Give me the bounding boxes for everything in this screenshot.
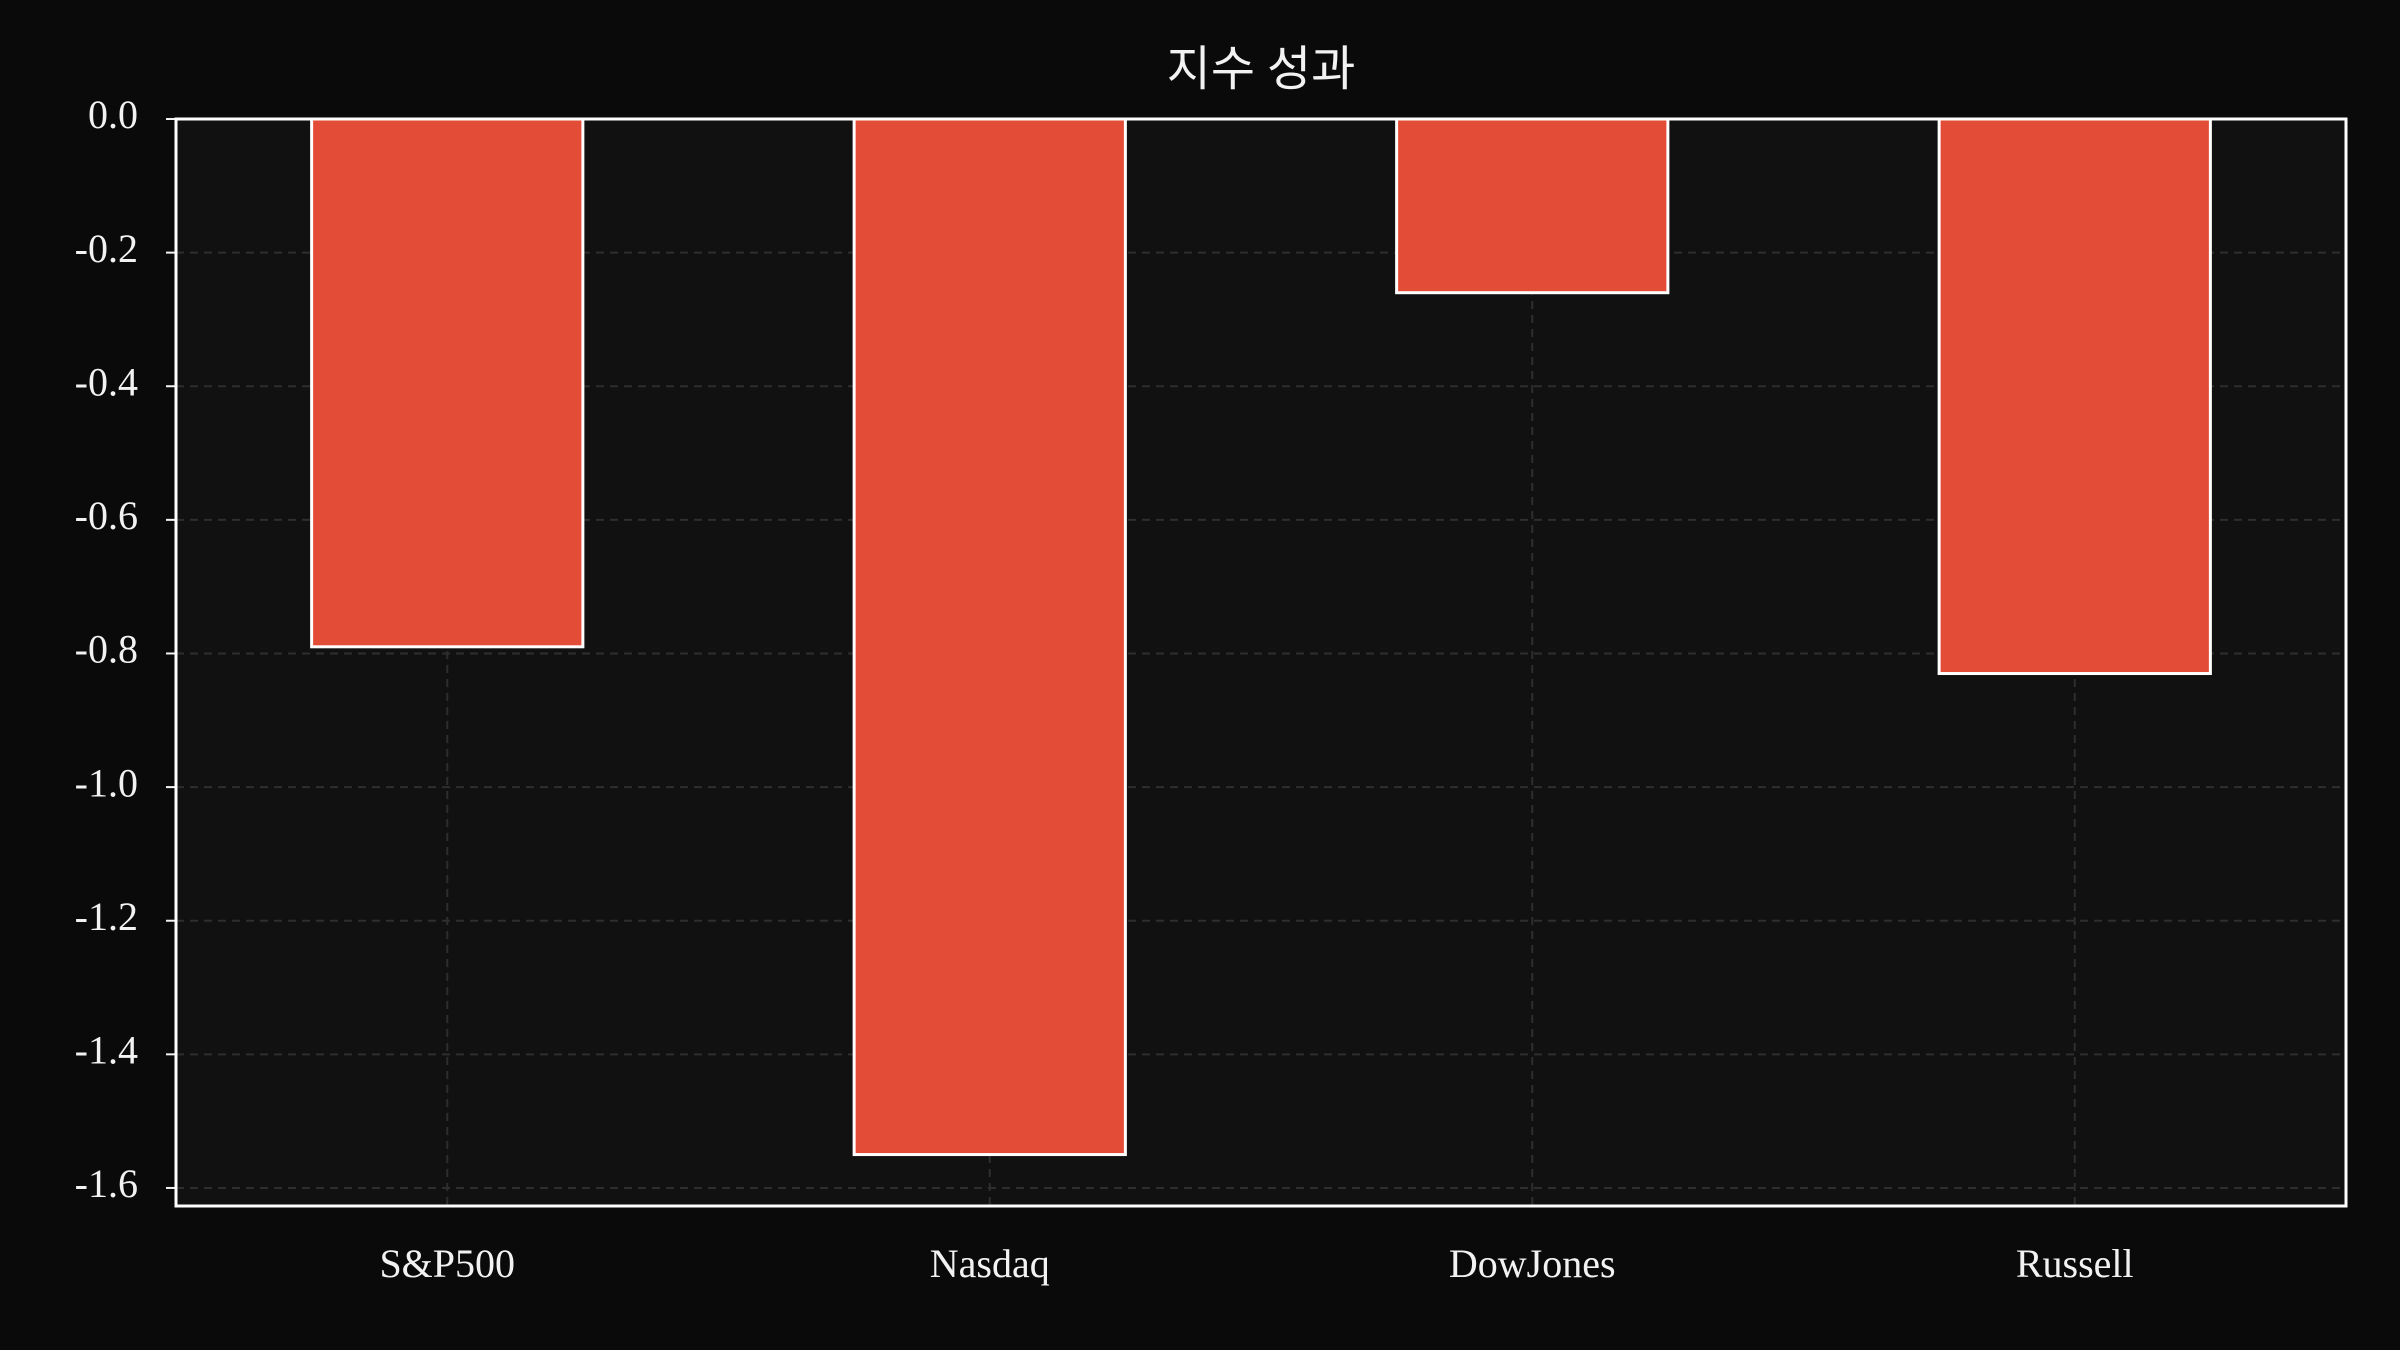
y-tick-label: -1.0 bbox=[75, 760, 138, 805]
bar bbox=[852, 117, 1127, 1157]
y-tick-label: 0.0 bbox=[88, 92, 138, 137]
y-tick-label: -0.8 bbox=[75, 627, 138, 672]
y-tick-label: -1.4 bbox=[75, 1028, 138, 1073]
bar bbox=[1937, 117, 2212, 676]
y-tick-label: -0.2 bbox=[75, 226, 138, 271]
x-tick-label: Russell bbox=[2016, 1241, 2134, 1286]
plot-frame bbox=[174, 117, 2348, 1208]
x-tick-label: S&P500 bbox=[379, 1241, 515, 1286]
x-tick-label: Nasdaq bbox=[930, 1241, 1050, 1286]
y-tick-label: -1.6 bbox=[75, 1161, 138, 1206]
y-tick-label: -0.6 bbox=[75, 493, 138, 538]
bar bbox=[1395, 117, 1670, 295]
chart-title: 지수 성과 bbox=[1167, 43, 1356, 96]
y-tick-label: -0.4 bbox=[75, 359, 138, 404]
y-tick-label: -1.2 bbox=[75, 894, 138, 939]
bar bbox=[310, 117, 585, 649]
x-tick-label: DowJones bbox=[1449, 1241, 1616, 1286]
